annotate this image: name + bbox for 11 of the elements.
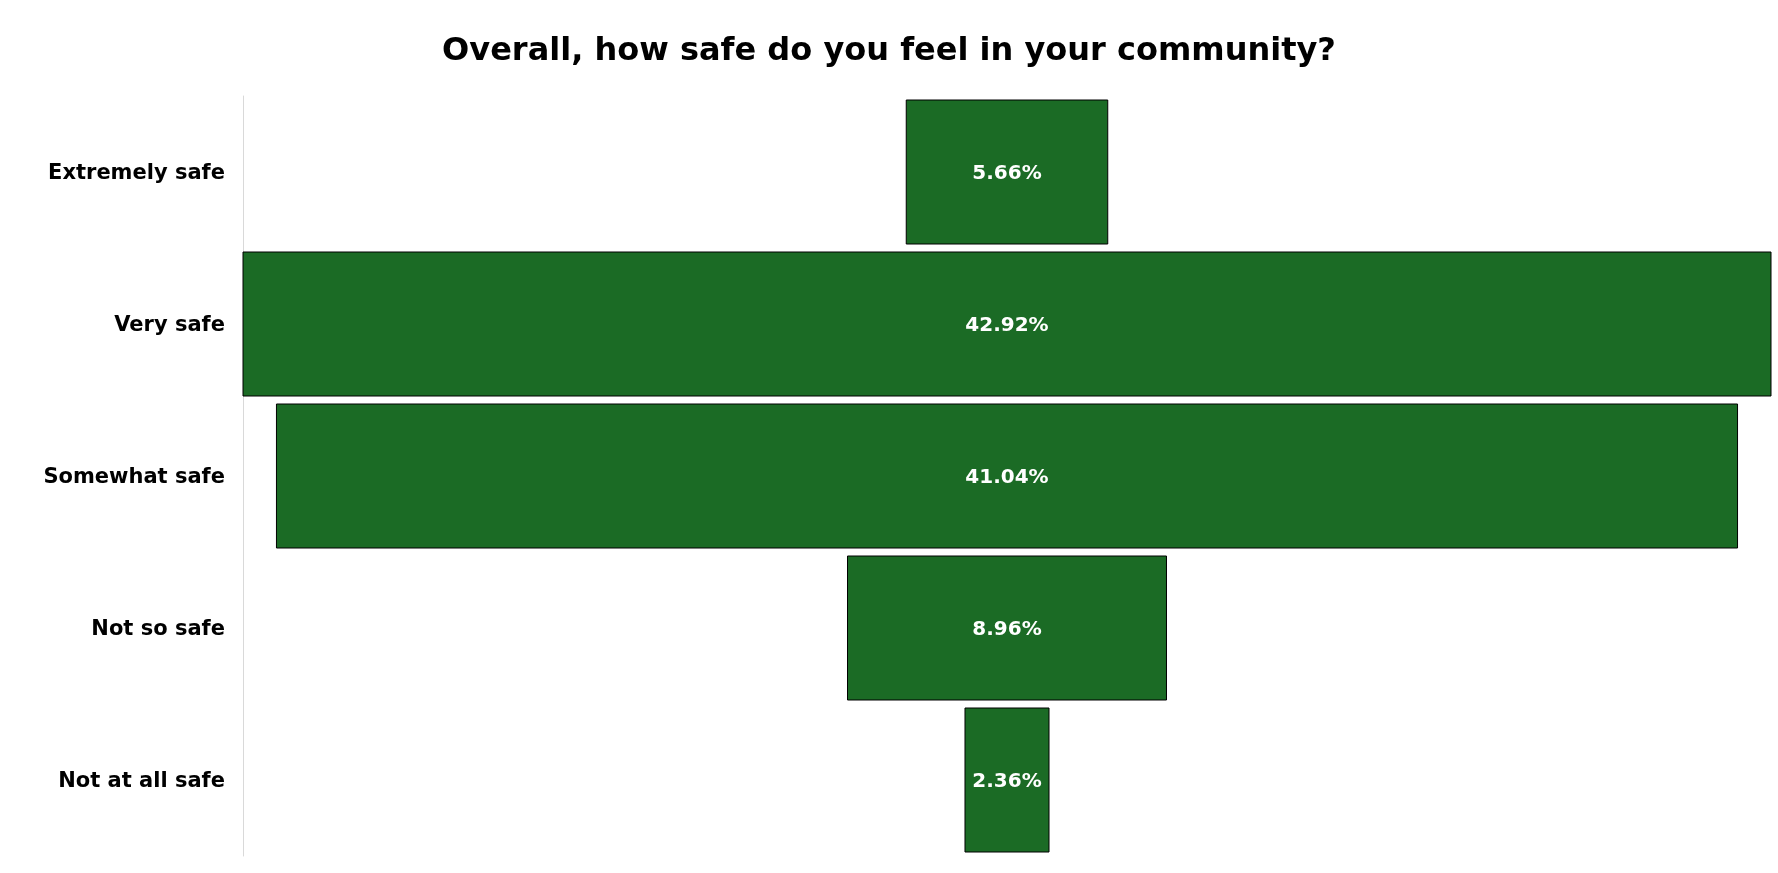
text: Overall, how safe do you feel in your community? [442, 30, 1336, 68]
data-label: 8.96% [972, 616, 1042, 640]
data-label: 5.66% [972, 160, 1042, 184]
category-label: Extremely safe [48, 160, 225, 184]
category-label: Not so safe [91, 616, 225, 640]
category-label: Somewhat safe [43, 464, 225, 488]
data-label: 42.92% [965, 312, 1049, 336]
category-label: Very safe [114, 312, 225, 336]
category-label: Not at all safe [58, 768, 225, 792]
data-label: 2.36% [972, 768, 1042, 792]
data-label: 41.04% [965, 464, 1049, 488]
